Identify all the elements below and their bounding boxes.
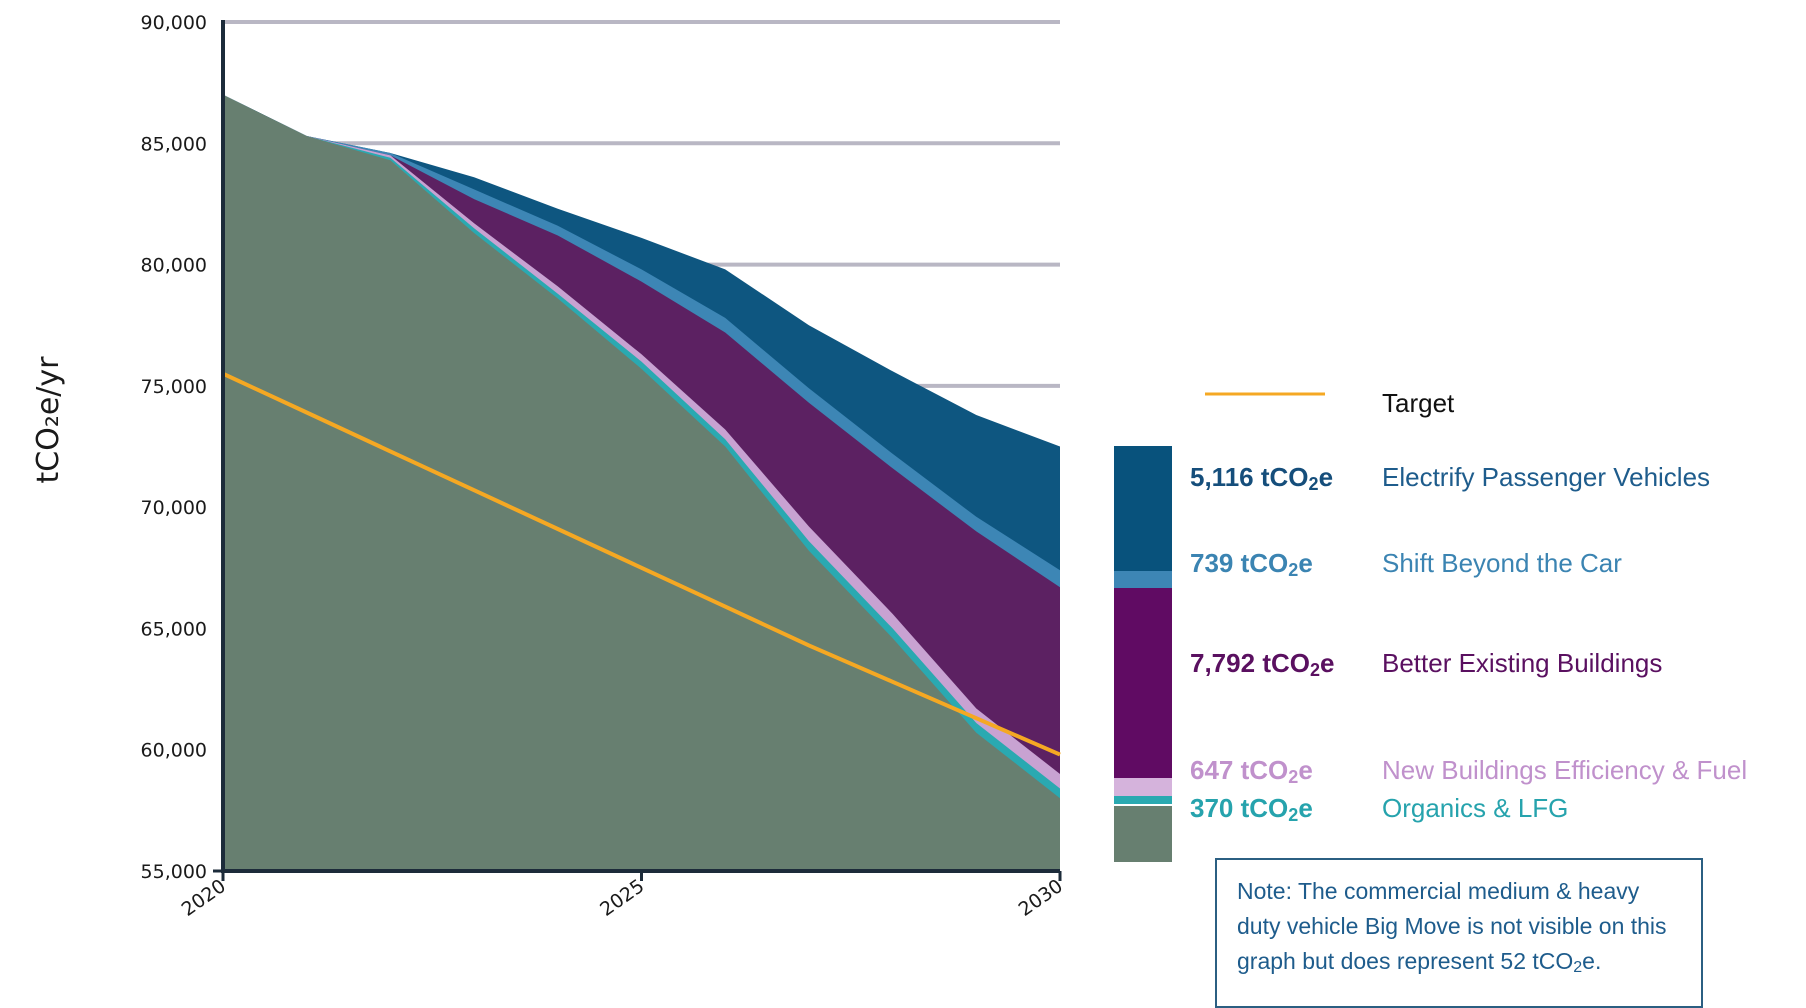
legend-swatch-organics-lfg: [1114, 796, 1172, 804]
target-line-layer: [222, 371, 1061, 757]
x-tick-label: 2030: [1015, 875, 1067, 921]
legend-label-organics: Organics & LFG: [1382, 793, 1569, 823]
y-tick-label: 60,000: [141, 740, 207, 762]
y-tick-label: 55,000: [141, 861, 207, 883]
note-line-1: Note: The commercial medium & heavy: [1237, 878, 1640, 904]
legend-amount-shift: 739 tCO2e: [1190, 548, 1313, 580]
legend-amount-new-buildings: 647 tCO2e: [1190, 755, 1313, 787]
target-line: [222, 371, 1061, 757]
legend-amount-organics: 370 tCO2e: [1190, 793, 1313, 825]
legend-target-label: Target: [1382, 388, 1455, 418]
legend-swatch-new-buildings: [1114, 778, 1172, 796]
stacked-areas: [223, 94, 1060, 872]
legend-amount-existing-buildings: 7,792 tCO2e: [1190, 648, 1335, 680]
y-axis-label: tCO₂e/yr: [31, 356, 66, 484]
y-tick-label: 90,000: [141, 12, 207, 34]
note-line-3: graph but does represent 52 tCO2e.: [1237, 948, 1602, 976]
y-tick-label: 65,000: [141, 618, 207, 640]
legend-label-electrify: Electrify Passenger Vehicles: [1382, 462, 1711, 492]
legend-swatch-base: [1114, 806, 1172, 862]
y-tick-label: 75,000: [141, 376, 207, 398]
legend-amount-electrify: 5,116 tCO2e: [1190, 462, 1334, 494]
area-base: [223, 94, 1060, 872]
y-tick-label: 80,000: [141, 255, 207, 277]
note-line-2: duty vehicle Big Move is not visible on …: [1237, 913, 1667, 939]
note-box: Note: The commercial medium & heavy duty…: [1215, 858, 1703, 1008]
legend-label-existing-buildings: Better Existing Buildings: [1382, 648, 1663, 678]
target-legend-line: [1205, 392, 1325, 396]
x-tick-label: 2025: [596, 875, 648, 921]
legend-swatch-shift-beyond-the-car: [1114, 571, 1172, 588]
legend-swatch-better-existing-buildings: [1114, 588, 1172, 778]
emissions-chart: 55,000 60,000 65,000 70,000 75,000 80,000 85,0…: [31, 12, 1067, 921]
legend-label-shift: Shift Beyond the Car: [1382, 548, 1622, 578]
legend-swatch-electrify-passenger-vehicles: [1114, 446, 1172, 571]
y-tick-label: 70,000: [141, 497, 207, 519]
legend-label-new-buildings: New Buildings Efficiency & Fuel: [1382, 755, 1748, 785]
y-tick-label: 85,000: [141, 133, 207, 155]
axes: 55,000 60,000 65,000 70,000 75,000 80,000 85,0…: [141, 12, 1067, 921]
